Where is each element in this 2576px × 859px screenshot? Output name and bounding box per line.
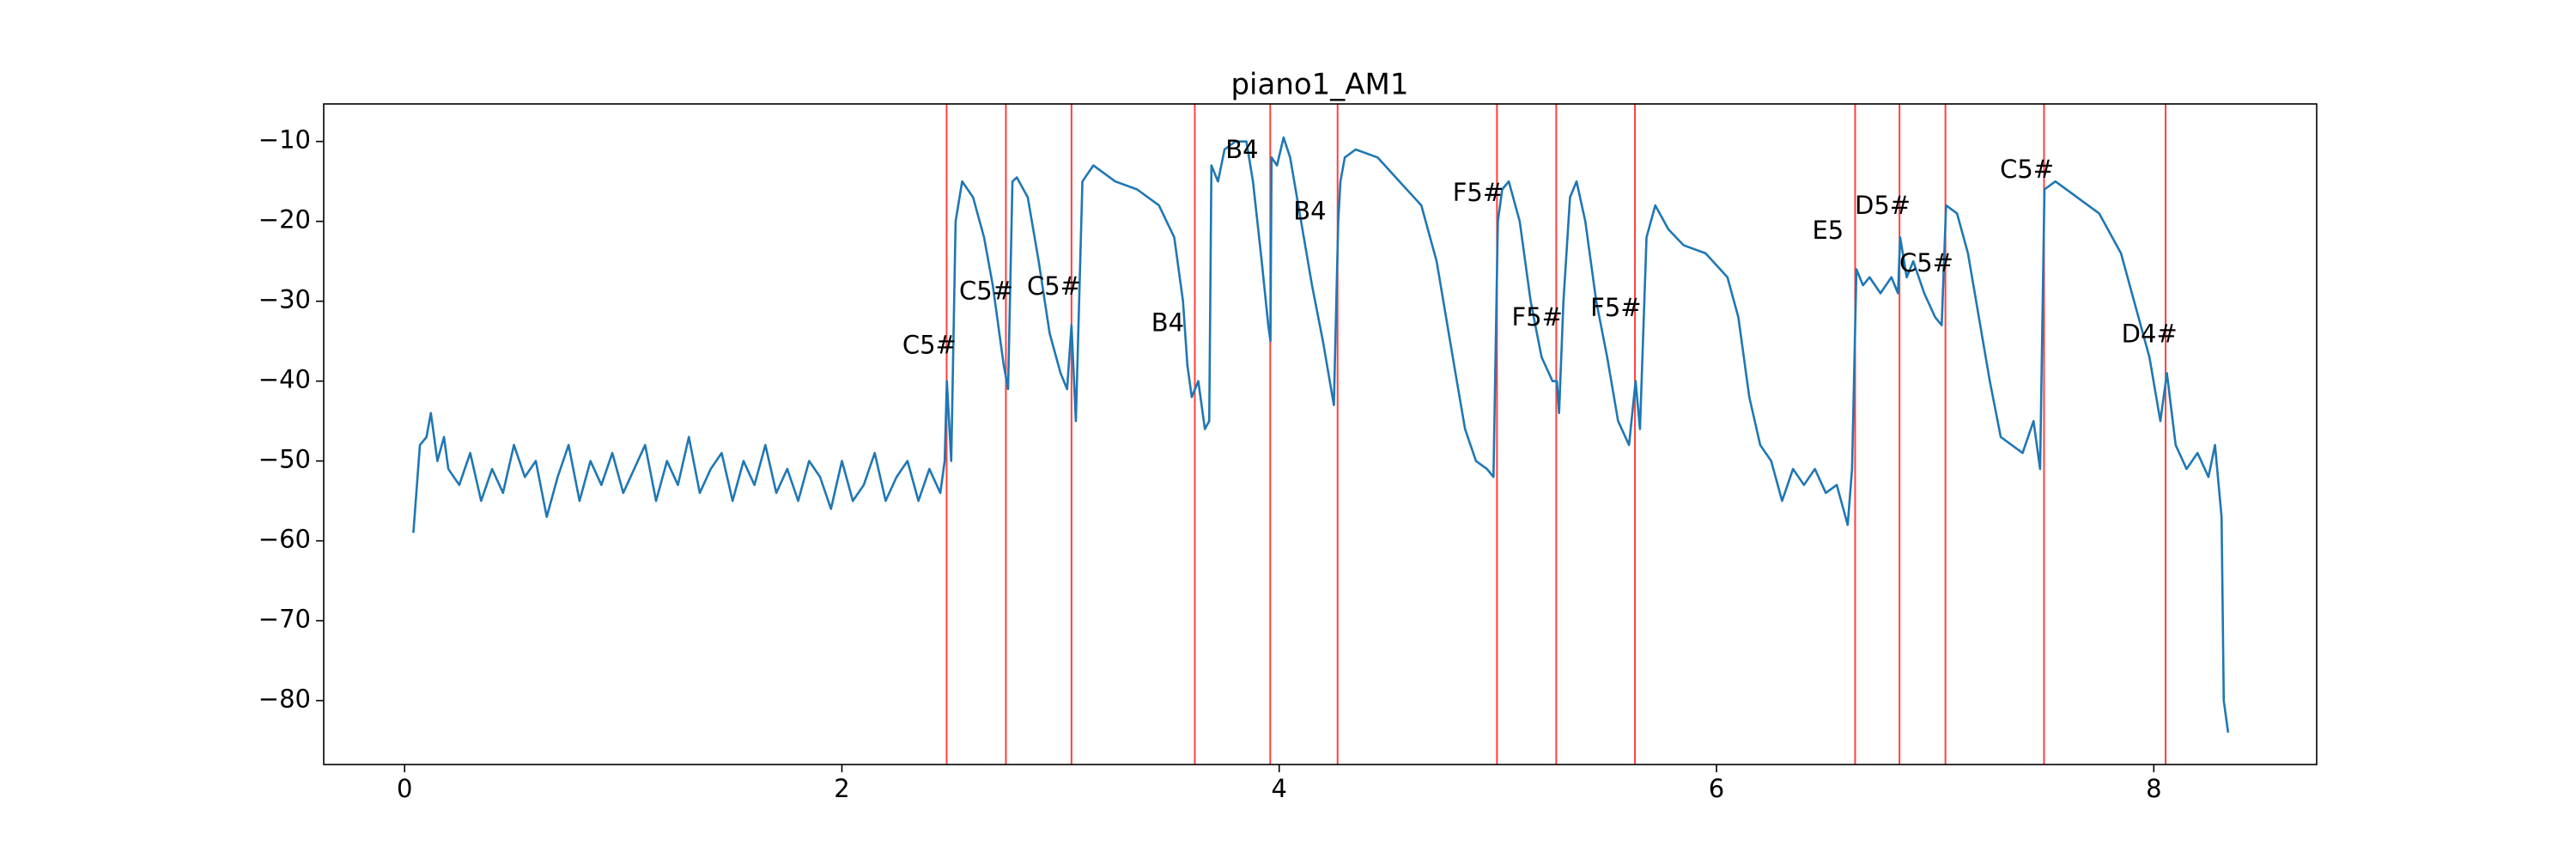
- note-label: C5#: [1899, 248, 1953, 277]
- note-label: E5: [1812, 216, 1844, 245]
- note-label: D4#: [2122, 320, 2178, 349]
- note-label: C5#: [959, 276, 1013, 305]
- x-tick-label: 2: [834, 774, 849, 803]
- x-tick-label: 0: [397, 774, 412, 803]
- note-label: B4: [1293, 196, 1326, 225]
- x-tick-label: 6: [1709, 774, 1724, 803]
- y-tick-label: −80: [258, 685, 311, 714]
- y-tick-label: −50: [258, 445, 311, 474]
- note-label: C5#: [902, 331, 957, 360]
- note-label: F5#: [1512, 302, 1563, 332]
- note-label: B4: [1151, 308, 1184, 338]
- plot-frame: [323, 103, 2318, 765]
- note-label: D5#: [1855, 191, 1911, 220]
- note-label: C5#: [2000, 155, 2054, 184]
- x-tick-label: 4: [1272, 774, 1287, 803]
- y-tick-label: −20: [258, 205, 311, 235]
- note-label: C5#: [1027, 271, 1081, 301]
- note-label: F5#: [1453, 178, 1504, 207]
- chart-title: piano1_AM1: [1230, 68, 1408, 102]
- x-tick-label: 8: [2146, 774, 2161, 803]
- note-label: F5#: [1590, 293, 1641, 322]
- data-line: [412, 136, 2230, 733]
- y-tick-label: −10: [258, 125, 311, 155]
- note-label: B4: [1225, 135, 1258, 164]
- y-tick-label: −70: [258, 605, 311, 634]
- y-tick-label: −60: [258, 525, 311, 554]
- y-tick-label: −40: [258, 365, 311, 394]
- y-tick-label: −30: [258, 285, 311, 314]
